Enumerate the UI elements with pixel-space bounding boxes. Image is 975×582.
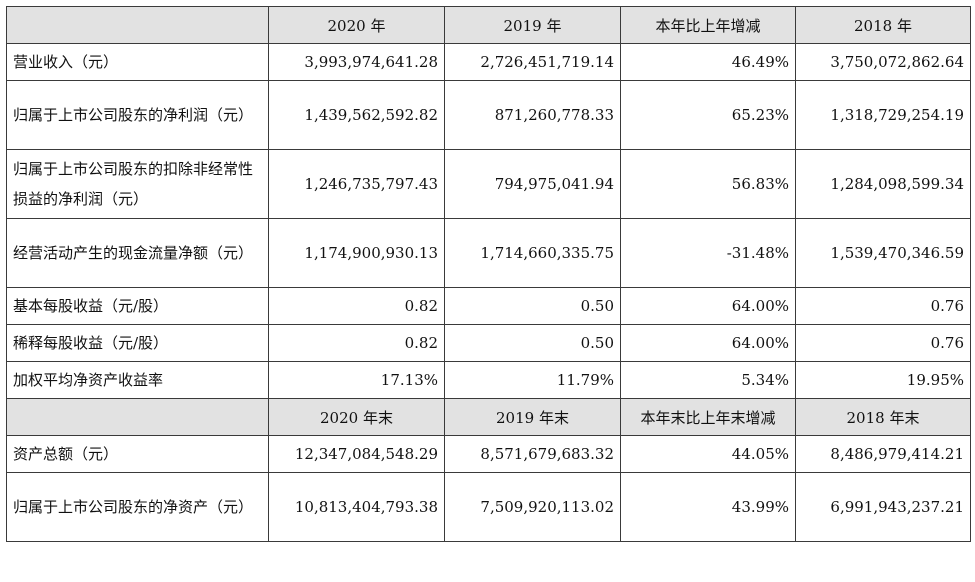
row-label: 归属于上市公司股东的净资产（元）: [6, 472, 269, 542]
row-label: 稀释每股收益（元/股）: [6, 324, 269, 362]
header-2018-end: 2018 年末: [795, 398, 971, 436]
row-label: 营业收入（元）: [6, 43, 269, 81]
header-blank-cell: [6, 398, 269, 436]
value-2018: 0.76: [795, 287, 971, 325]
value-2020: 0.82: [268, 287, 445, 325]
table-row-net-assets: 归属于上市公司股东的净资产（元） 10,813,404,793.38 7,509…: [6, 472, 971, 542]
value-change: 64.00%: [620, 324, 796, 362]
table-row-revenue: 营业收入（元） 3,993,974,641.28 2,726,451,719.1…: [6, 43, 971, 81]
value-change: -31.48%: [620, 218, 796, 288]
income-header-row: 2020 年 2019 年 本年比上年增减 2018 年: [6, 6, 971, 44]
value-change: 5.34%: [620, 361, 796, 399]
value-2018: 19.95%: [795, 361, 971, 399]
value-2018-end: 8,486,979,414.21: [795, 435, 971, 473]
value-2018: 0.76: [795, 324, 971, 362]
financial-summary-table-container: 2020 年 2019 年 本年比上年增减 2018 年 营业收入（元） 3,9…: [6, 6, 971, 542]
value-change: 64.00%: [620, 287, 796, 325]
value-2018: 3,750,072,862.64: [795, 43, 971, 81]
table-row-diluted-eps: 稀释每股收益（元/股） 0.82 0.50 64.00% 0.76: [6, 324, 971, 362]
header-yoy-change: 本年比上年增减: [620, 6, 796, 44]
value-2020: 1,246,735,797.43: [268, 149, 445, 219]
header-2019-end: 2019 年末: [444, 398, 621, 436]
value-2019: 0.50: [444, 324, 621, 362]
value-2019: 871,260,778.33: [444, 80, 621, 150]
value-change: 56.83%: [620, 149, 796, 219]
header-2019: 2019 年: [444, 6, 621, 44]
header-blank-cell: [6, 6, 269, 44]
row-label: 资产总额（元）: [6, 435, 269, 473]
value-2019-end: 7,509,920,113.02: [444, 472, 621, 542]
value-2018: 1,318,729,254.19: [795, 80, 971, 150]
balance-header-row: 2020 年末 2019 年末 本年末比上年末增减 2018 年末: [6, 398, 971, 436]
table-row-operating-cash-flow: 经营活动产生的现金流量净额（元） 1,174,900,930.13 1,714,…: [6, 218, 971, 288]
table-row-basic-eps: 基本每股收益（元/股） 0.82 0.50 64.00% 0.76: [6, 287, 971, 325]
value-2018: 1,284,098,599.34: [795, 149, 971, 219]
value-2018: 1,539,470,346.59: [795, 218, 971, 288]
value-change: 46.49%: [620, 43, 796, 81]
row-label: 经营活动产生的现金流量净额（元）: [6, 218, 269, 288]
value-2020: 1,174,900,930.13: [268, 218, 445, 288]
value-2020: 0.82: [268, 324, 445, 362]
value-change: 43.99%: [620, 472, 796, 542]
row-label: 归属于上市公司股东的扣除非经常性损益的净利润（元）: [6, 149, 269, 219]
value-2020-end: 12,347,084,548.29: [268, 435, 445, 473]
financial-summary-table: 2020 年 2019 年 本年比上年增减 2018 年 营业收入（元） 3,9…: [6, 6, 971, 542]
value-2019: 1,714,660,335.75: [444, 218, 621, 288]
value-2019: 2,726,451,719.14: [444, 43, 621, 81]
value-2020: 1,439,562,592.82: [268, 80, 445, 150]
value-2019: 0.50: [444, 287, 621, 325]
row-label: 归属于上市公司股东的净利润（元）: [6, 80, 269, 150]
value-2020: 3,993,974,641.28: [268, 43, 445, 81]
value-change: 44.05%: [620, 435, 796, 473]
header-2020-end: 2020 年末: [268, 398, 445, 436]
table-row-total-assets: 资产总额（元） 12,347,084,548.29 8,571,679,683.…: [6, 435, 971, 473]
value-2018-end: 6,991,943,237.21: [795, 472, 971, 542]
table-row-weighted-roe: 加权平均净资产收益率 17.13% 11.79% 5.34% 19.95%: [6, 361, 971, 399]
header-2020: 2020 年: [268, 6, 445, 44]
table-row-net-profit: 归属于上市公司股东的净利润（元） 1,439,562,592.82 871,26…: [6, 80, 971, 150]
header-2018: 2018 年: [795, 6, 971, 44]
value-2019: 11.79%: [444, 361, 621, 399]
value-2020: 17.13%: [268, 361, 445, 399]
value-2019: 794,975,041.94: [444, 149, 621, 219]
header-yoy-end-change: 本年末比上年末增减: [620, 398, 796, 436]
value-change: 65.23%: [620, 80, 796, 150]
row-label: 加权平均净资产收益率: [6, 361, 269, 399]
value-2019-end: 8,571,679,683.32: [444, 435, 621, 473]
row-label: 基本每股收益（元/股）: [6, 287, 269, 325]
value-2020-end: 10,813,404,793.38: [268, 472, 445, 542]
table-row-net-profit-excl-nonrecurring: 归属于上市公司股东的扣除非经常性损益的净利润（元） 1,246,735,797.…: [6, 149, 971, 219]
